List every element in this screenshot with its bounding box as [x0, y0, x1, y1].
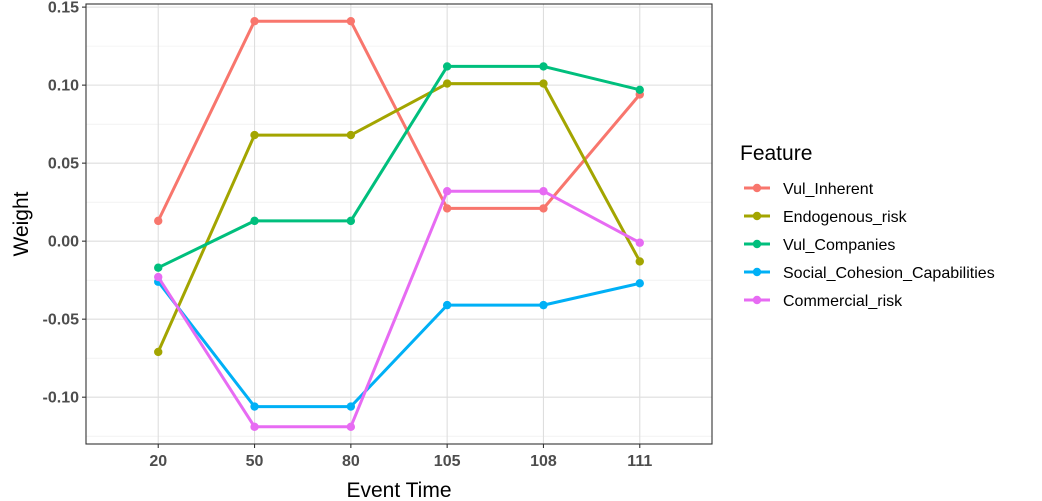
series-Commercial_risk — [154, 187, 644, 432]
legend-label: Vul_Companies — [783, 237, 895, 254]
y-axis: -0.10 -0.05 0.00 0.05 0.10 0.15 — [43, 0, 86, 407]
y-tick-label: 0.10 — [48, 78, 79, 95]
legend-item: Commercial_risk — [744, 293, 903, 310]
legend-item: Vul_Companies — [744, 237, 895, 254]
series-line — [156, 64, 642, 270]
panel-border — [85, 3, 713, 445]
data-point — [442, 300, 452, 310]
data-point — [346, 216, 356, 226]
data-point — [635, 85, 644, 95]
series-line — [156, 19, 642, 223]
legend-label: Vul_Inherent — [783, 181, 874, 198]
legend-label: Social_Cohesion_Capabilities — [783, 265, 995, 282]
legend: Feature Vul_Inherent Endogenous_risk Vul_C… — [740, 142, 995, 310]
x-axis-title: Event Time — [346, 479, 451, 501]
data-point — [154, 216, 163, 226]
data-point — [154, 347, 163, 357]
data-point — [539, 79, 548, 88]
series-Vul_Companies — [154, 62, 644, 272]
data-point — [154, 263, 163, 272]
legend-label: Endogenous_risk — [783, 209, 908, 226]
data-point — [442, 79, 452, 88]
series-Endogenous_risk — [154, 79, 644, 357]
data-point — [539, 300, 548, 310]
series-line — [156, 280, 642, 409]
legend-label: Commercial_risk — [783, 293, 903, 310]
data-point — [635, 279, 644, 288]
data-point — [250, 216, 259, 226]
y-axis-title: Weight — [10, 191, 33, 256]
data-point — [346, 402, 356, 411]
y-tick-label: -0.05 — [43, 312, 80, 329]
data-point — [539, 62, 548, 71]
data-point — [250, 422, 259, 432]
y-tick-label: 0.05 — [48, 156, 79, 173]
legend-title: Feature — [740, 142, 812, 165]
data-point — [250, 16, 259, 26]
legend-key-point — [752, 267, 762, 277]
x-tick-label: 50 — [246, 453, 264, 470]
x-tick-label: 108 — [530, 453, 557, 470]
data-point — [346, 422, 356, 432]
data-point — [250, 402, 259, 411]
data-point — [539, 204, 548, 213]
data-point — [346, 16, 356, 26]
y-tick-label: 0.15 — [48, 0, 79, 17]
x-tick-label: 105 — [434, 453, 461, 470]
series-Vul_Inherent — [154, 16, 644, 226]
data-point — [635, 238, 644, 247]
x-tick-label: 80 — [342, 453, 360, 470]
series-Social_Cohesion_Capabilities — [154, 277, 644, 411]
data-point — [635, 257, 644, 266]
data-point — [346, 130, 356, 140]
legend-item: Social_Cohesion_Capabilities — [744, 265, 995, 282]
series-line — [156, 189, 642, 429]
y-tick-label: -0.10 — [43, 390, 80, 407]
series-line — [156, 82, 642, 354]
legend-key-point — [752, 239, 762, 249]
x-tick-label: 20 — [149, 453, 167, 470]
legend-key-point — [752, 211, 762, 221]
data-point — [442, 204, 452, 213]
legend-key-point — [752, 295, 762, 305]
y-tick-label: 0.00 — [48, 234, 79, 251]
data-point — [539, 187, 548, 196]
series-layer — [154, 16, 644, 432]
data-point — [250, 130, 259, 140]
legend-item: Endogenous_risk — [744, 209, 908, 226]
data-point — [154, 272, 163, 282]
legend-item: Vul_Inherent — [744, 181, 874, 198]
x-axis: 20 50 80 105 108 111 — [149, 444, 652, 470]
legend-key-point — [752, 183, 762, 193]
x-tick-label: 111 — [627, 453, 652, 470]
data-point — [442, 62, 452, 71]
data-point — [442, 187, 452, 196]
